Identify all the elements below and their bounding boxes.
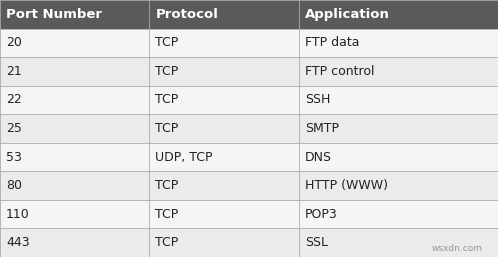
Text: Application: Application: [305, 8, 389, 21]
Text: 20: 20: [6, 36, 22, 49]
Bar: [299, 29, 498, 57]
Text: TCP: TCP: [155, 122, 179, 135]
Text: TCP: TCP: [155, 179, 179, 192]
Text: Protocol: Protocol: [155, 8, 218, 21]
Text: HTTP (WWW): HTTP (WWW): [305, 179, 388, 192]
Text: DNS: DNS: [305, 151, 332, 163]
Bar: [299, 143, 498, 171]
Text: FTP data: FTP data: [305, 36, 359, 49]
Text: UDP, TCP: UDP, TCP: [155, 151, 213, 163]
Text: SSH: SSH: [305, 94, 330, 106]
Bar: [299, 86, 498, 114]
Bar: [0, 114, 149, 143]
Text: 21: 21: [6, 65, 22, 78]
Bar: [299, 200, 498, 228]
Text: POP3: POP3: [305, 208, 338, 221]
Bar: [149, 171, 299, 200]
Bar: [0, 171, 149, 200]
Text: 53: 53: [6, 151, 22, 163]
Text: FTP control: FTP control: [305, 65, 374, 78]
Bar: [0, 200, 149, 228]
Bar: [149, 29, 299, 57]
Bar: [149, 114, 299, 143]
Text: TCP: TCP: [155, 236, 179, 249]
Text: 110: 110: [6, 208, 30, 221]
Bar: [299, 171, 498, 200]
Bar: [0, 0, 149, 29]
Text: SMTP: SMTP: [305, 122, 339, 135]
Bar: [149, 200, 299, 228]
Bar: [299, 228, 498, 257]
Text: SSL: SSL: [305, 236, 328, 249]
Text: 80: 80: [6, 179, 22, 192]
Text: 22: 22: [6, 94, 22, 106]
Bar: [0, 29, 149, 57]
Text: TCP: TCP: [155, 65, 179, 78]
Bar: [149, 228, 299, 257]
Bar: [0, 228, 149, 257]
Bar: [149, 143, 299, 171]
Bar: [0, 86, 149, 114]
Bar: [0, 143, 149, 171]
Bar: [299, 0, 498, 29]
Text: TCP: TCP: [155, 208, 179, 221]
Text: 443: 443: [6, 236, 29, 249]
Bar: [299, 114, 498, 143]
Bar: [299, 57, 498, 86]
Bar: [149, 0, 299, 29]
Bar: [149, 57, 299, 86]
Text: TCP: TCP: [155, 94, 179, 106]
Text: TCP: TCP: [155, 36, 179, 49]
Bar: [149, 86, 299, 114]
Text: 25: 25: [6, 122, 22, 135]
Bar: [0, 57, 149, 86]
Text: wsxdn.com: wsxdn.com: [432, 244, 483, 253]
Text: Port Number: Port Number: [6, 8, 102, 21]
